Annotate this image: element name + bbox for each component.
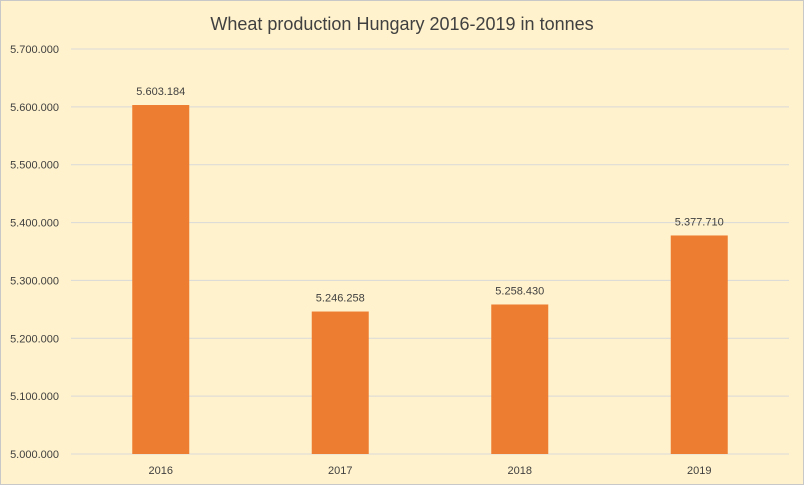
bar-2018 [491, 304, 549, 454]
data-label: 5.258.430 [495, 285, 544, 297]
data-label: 5.377.710 [675, 216, 724, 228]
y-axis-tick-labels: 5.000.000 5.100.000 5.200.000 5.300.000 5.40… [10, 44, 59, 461]
bars [132, 105, 728, 455]
gridlines [71, 48, 789, 455]
x-tick-label: 2017 [328, 465, 352, 477]
data-label: 5.603.184 [136, 86, 185, 98]
y-tick-label: 5.400.000 [10, 218, 59, 230]
y-tick-label: 5.200.000 [10, 333, 59, 345]
data-label: 5.246.258 [316, 293, 365, 305]
x-tick-label: 2016 [149, 465, 173, 477]
y-tick-label: 5.700.000 [10, 44, 59, 56]
y-tick-label: 5.500.000 [10, 160, 59, 172]
chart-title: Wheat production Hungary 2016-2019 in to… [210, 14, 593, 34]
x-axis-category-labels: 2016 2017 2018 2019 [149, 465, 712, 477]
bar-2017 [311, 311, 369, 454]
x-tick-label: 2018 [508, 465, 532, 477]
bar-2016 [132, 105, 190, 455]
bar-2019 [670, 235, 728, 454]
data-labels: 5.603.184 5.246.258 5.258.430 5.377.710 [136, 86, 723, 305]
x-tick-label: 2019 [687, 465, 711, 477]
y-tick-label: 5.600.000 [10, 102, 59, 114]
y-tick-label: 5.000.000 [10, 449, 59, 461]
y-tick-label: 5.100.000 [10, 391, 59, 403]
y-tick-label: 5.300.000 [10, 275, 59, 287]
